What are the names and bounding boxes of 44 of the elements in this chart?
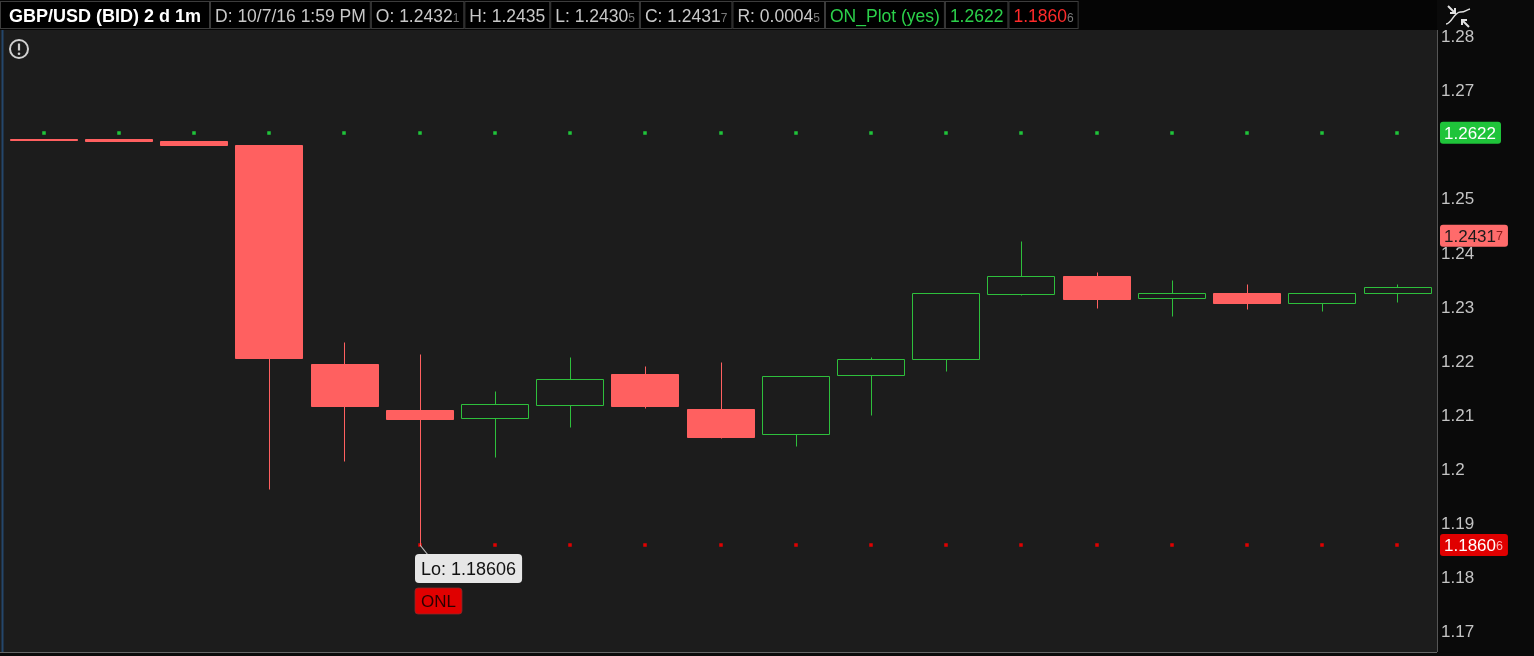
candlestick [837, 357, 905, 416]
candlestick [912, 293, 980, 372]
y-tick-label: 1.24 [1441, 243, 1475, 263]
text: 1.2622 [1444, 123, 1496, 143]
candlestick [1138, 280, 1206, 317]
text: L: 1.24305 [555, 6, 636, 26]
y-tick-label: 1.28 [1441, 27, 1475, 46]
y-tick-label: 1.27 [1441, 81, 1475, 101]
y-tick-label: 1.2 [1441, 460, 1465, 480]
y-tick-label: 1.21 [1441, 405, 1475, 425]
text: ONL [421, 592, 456, 611]
candlestick [461, 391, 529, 458]
candlestick [1213, 284, 1281, 310]
y-tick-label: 1.18 [1441, 568, 1475, 588]
text: ON_Plot (yes) [830, 6, 940, 27]
chart-title: GBP/USD (BID) 2 d 1m [9, 6, 202, 26]
y-tick-label: 1.25 [1441, 189, 1475, 209]
y-tick-label: 1.23 [1441, 297, 1475, 317]
candlestick [311, 342, 379, 462]
candlestick [1063, 272, 1131, 309]
candlestick [762, 376, 830, 447]
text: 1.18606 [1013, 6, 1074, 26]
candlestick [687, 362, 755, 439]
candlestick [1288, 293, 1356, 312]
candlestick [85, 139, 153, 142]
candlestick [386, 354, 454, 546]
text: 1.24317 [1444, 226, 1503, 246]
text: 1.2622 [949, 6, 1004, 26]
text: D: 10/7/16 1:59 PM [215, 6, 366, 26]
candlestick [987, 241, 1055, 296]
candlestick [536, 357, 604, 428]
text: R: 0.00045 [737, 6, 821, 26]
candlestick [1364, 284, 1432, 303]
candlestick [235, 145, 303, 490]
text: 1.18606 [1444, 536, 1503, 556]
annotation: Lo: 1.18606 [421, 559, 517, 579]
text: O: 1.24321 [375, 6, 460, 26]
y-tick-label: 1.17 [1441, 622, 1475, 642]
text: H: 1.2435 [469, 6, 546, 26]
y-tick-label: 1.22 [1441, 351, 1475, 371]
text: C: 1.24317 [644, 6, 728, 26]
candlestick [160, 141, 228, 146]
candlestick [611, 366, 679, 409]
y-tick-label: 1.19 [1441, 514, 1475, 534]
